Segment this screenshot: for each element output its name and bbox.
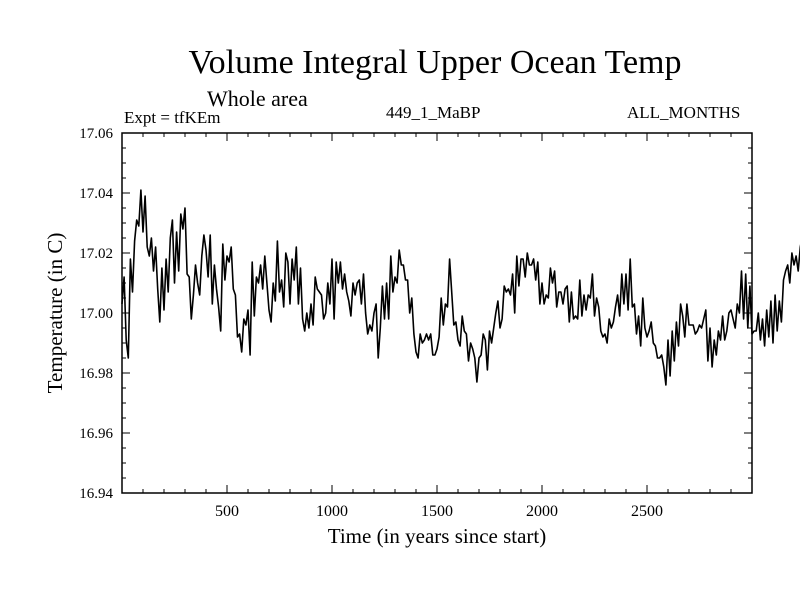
x-tick-label: 1500 <box>421 503 453 520</box>
x-tick-label: 2000 <box>526 503 558 520</box>
y-tick-label: 16.94 <box>79 486 113 502</box>
y-tick-label: 17.04 <box>79 186 113 202</box>
run-id-label: 449_1_MaBP <box>386 103 481 122</box>
y-tick-label: 16.96 <box>79 426 113 442</box>
y-tick-label: 17.02 <box>79 246 113 262</box>
y-tick-label: 17.06 <box>79 126 113 142</box>
x-axis-label: Time (in years since start) <box>328 524 547 548</box>
chart-subtitle: Whole area <box>207 86 308 111</box>
y-axis-label: Temperature (in C) <box>43 233 67 394</box>
experiment-label: Expt = tfKEm <box>124 108 221 127</box>
x-tick-label: 2500 <box>631 503 663 520</box>
x-tick-label: 1000 <box>316 503 348 520</box>
chart-title: Volume Integral Upper Ocean Temp <box>188 44 682 81</box>
plot-frame <box>121 132 753 494</box>
x-tick-label: 500 <box>215 503 239 520</box>
months-label: ALL_MONTHS <box>627 103 741 122</box>
y-tick-label: 16.98 <box>79 366 113 382</box>
y-tick-label: 17.00 <box>79 306 113 322</box>
temperature-series-line <box>121 189 800 386</box>
